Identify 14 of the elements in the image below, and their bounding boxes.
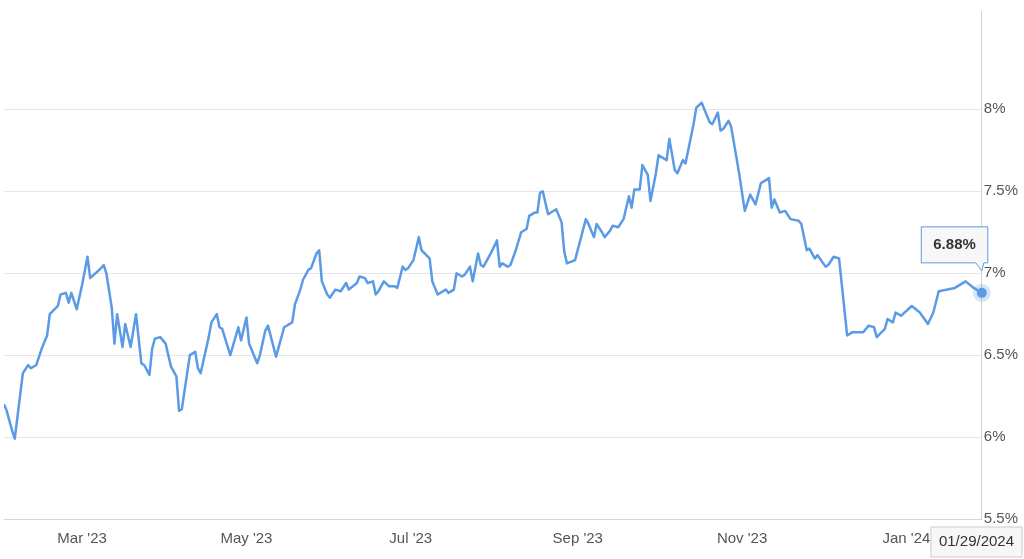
- y-tick-label: 5.5%: [983, 509, 1019, 527]
- x-tick-label: May '23: [220, 529, 273, 547]
- y-tick-label: 6%: [983, 427, 1006, 445]
- x-tick-label: Sep '23: [552, 529, 603, 547]
- text: 01/29/2024: [938, 532, 1014, 550]
- annotation: 6.88%: [933, 235, 976, 252]
- y-tick-label: 6.5%: [983, 345, 1019, 363]
- x-tick-label: Jan '24: [882, 529, 931, 547]
- y-tick-label: 7%: [983, 263, 1006, 281]
- x-tick-label: Nov '23: [716, 529, 768, 547]
- y-tick-label: 7.5%: [983, 181, 1019, 199]
- x-tick-label: Mar '23: [57, 529, 107, 547]
- x-tick-label: Jul '23: [389, 529, 433, 547]
- y-tick-label: 8%: [983, 99, 1006, 117]
